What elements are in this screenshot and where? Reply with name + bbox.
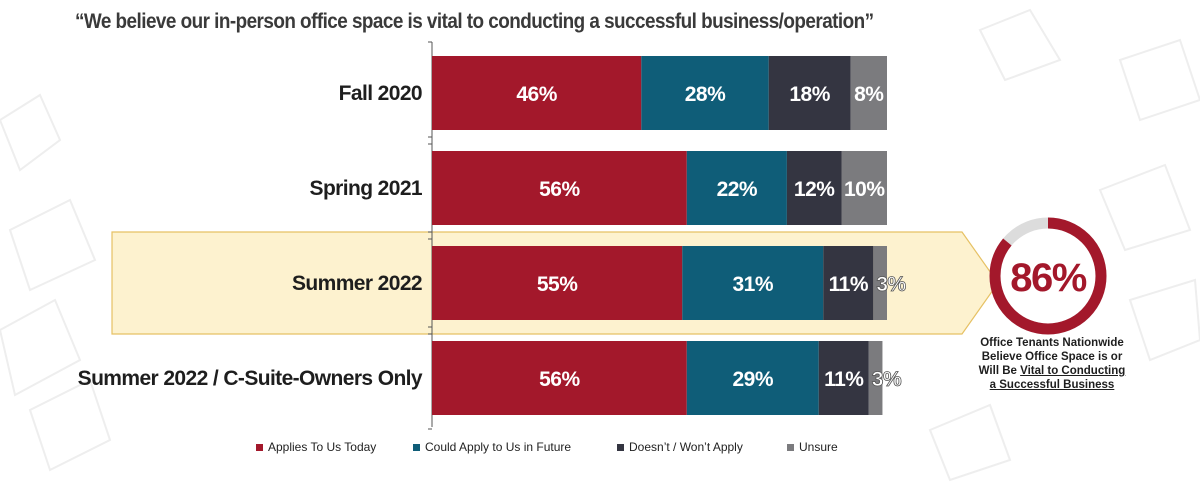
legend-swatch-doesnt bbox=[617, 443, 624, 451]
bar-segment-could bbox=[641, 56, 769, 130]
bar-segment-doesnt bbox=[786, 151, 842, 225]
bar-segment-applies bbox=[432, 56, 642, 130]
legend-swatch-applies bbox=[256, 443, 263, 451]
data-label-applies: 46% bbox=[516, 83, 557, 106]
data-label-could: 28% bbox=[685, 83, 726, 106]
callout-caption: Office Tenants Nationwide Believe Office… bbox=[962, 336, 1142, 392]
legend-item-doesnt: Doesn’t / Won’t Apply bbox=[617, 440, 743, 454]
data-label-applies: 55% bbox=[537, 273, 578, 296]
data-label-doesnt: 12% bbox=[794, 178, 835, 201]
legend-label-could: Could Apply to Us in Future bbox=[425, 440, 572, 454]
callout-caption-line-3: Will Be bbox=[978, 365, 1021, 377]
bar-segment-unsure bbox=[841, 151, 887, 225]
callout-caption-line-1: Office Tenants Nationwide bbox=[980, 337, 1124, 349]
data-label-applies: 56% bbox=[539, 368, 580, 391]
bar-segment-applies bbox=[432, 246, 683, 320]
bar-segment-applies bbox=[432, 151, 687, 225]
category-label-summer-2022-c-suite-owners-only: Summer 2022 / C-Suite-Owners Only bbox=[78, 367, 423, 390]
data-label-unsure: 3% bbox=[872, 368, 902, 391]
bar-segment-unsure bbox=[873, 246, 887, 320]
bar-segment-doesnt bbox=[768, 56, 851, 130]
bar-segment-unsure bbox=[868, 341, 883, 415]
data-label-could: 29% bbox=[733, 368, 774, 391]
data-label-unsure: 3% bbox=[876, 273, 906, 296]
legend-label-unsure: Unsure bbox=[799, 440, 838, 454]
category-label-spring-2021: Spring 2021 bbox=[310, 177, 423, 200]
legend: Applies To Us Today Could Apply to Us in… bbox=[0, 440, 1200, 458]
data-label-doesnt: 11% bbox=[829, 273, 869, 296]
legend-item-unsure: Unsure bbox=[787, 440, 838, 454]
chart-title: “We believe our in-person office space i… bbox=[75, 10, 874, 33]
legend-item-could: Could Apply to Us in Future bbox=[413, 440, 571, 454]
callout-caption-line-4: a Successful Business bbox=[989, 379, 1115, 391]
gauge-arc bbox=[989, 217, 1107, 335]
data-label-could: 31% bbox=[733, 273, 774, 296]
bar-segment-doesnt bbox=[818, 341, 869, 415]
data-label-doesnt: 18% bbox=[789, 83, 830, 106]
bar-segment-could bbox=[682, 246, 824, 320]
callout-caption-line-3-emphasis: Vital to Conducting bbox=[1020, 365, 1126, 377]
data-label-doesnt: 11% bbox=[824, 368, 864, 391]
data-label-unsure: 10% bbox=[844, 178, 885, 201]
bar-segment-could bbox=[686, 151, 787, 225]
legend-label-applies: Applies To Us Today bbox=[268, 440, 377, 454]
bar-segment-doesnt bbox=[823, 246, 874, 320]
category-label-summer-2022: Summer 2022 bbox=[292, 272, 422, 295]
data-label-could: 22% bbox=[717, 178, 758, 201]
legend-item-applies: Applies To Us Today bbox=[256, 440, 376, 454]
data-label-applies: 56% bbox=[539, 178, 580, 201]
callout-caption-line-2: Believe Office Space is or bbox=[981, 351, 1123, 363]
legend-label-doesnt: Doesn’t / Won’t Apply bbox=[629, 440, 743, 454]
data-label-unsure: 8% bbox=[854, 83, 884, 106]
bar-segment-could bbox=[686, 341, 819, 415]
legend-swatch-could bbox=[413, 443, 420, 451]
bar-segment-unsure bbox=[850, 56, 887, 130]
gauge-value: 86% bbox=[1010, 256, 1086, 300]
category-label-fall-2020: Fall 2020 bbox=[339, 82, 422, 105]
legend-swatch-unsure bbox=[787, 443, 794, 451]
bar-segment-applies bbox=[432, 341, 687, 415]
